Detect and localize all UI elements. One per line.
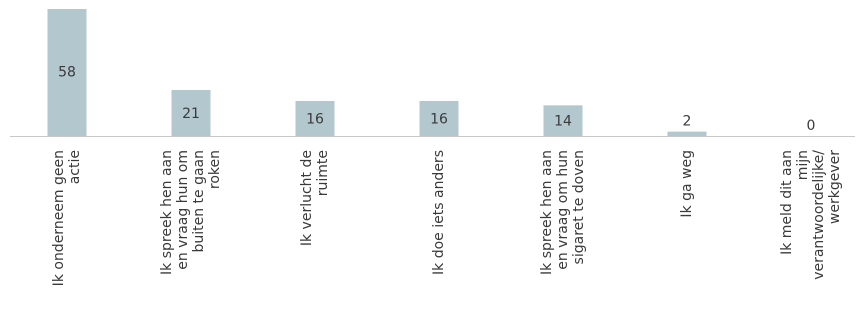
category-label-line: werkgever — [827, 150, 843, 224]
category-label-line: sigaret te doven — [571, 150, 587, 264]
category-label: Ik doe iets anders — [431, 150, 447, 275]
category-label: Ik ga weg — [679, 150, 695, 218]
data-label: 16 — [430, 111, 448, 127]
category-label-line: en vraag om hun — [555, 150, 571, 270]
bar — [543, 105, 583, 136]
category-label-line: Ik meld dit aan — [779, 150, 795, 255]
category-label-line: Ik spreek hen aan — [159, 150, 175, 275]
category-label-line: verantwoordelijke/ — [811, 150, 827, 280]
data-label: 0 — [807, 118, 816, 134]
category-label-line: ruimte — [315, 150, 331, 196]
data-label: 14 — [554, 114, 572, 130]
category-label-line: Ik onderneem geen — [51, 150, 67, 286]
bars-group — [47, 9, 707, 136]
category-label-line: Ik doe iets anders — [431, 150, 447, 275]
bar — [419, 100, 459, 136]
data-label: 58 — [58, 64, 76, 80]
category-labels-group: Ik onderneem geenactie Ik spreek hen aane… — [51, 150, 843, 287]
category-label: Ik onderneem geenactie — [51, 150, 83, 286]
category-label-line: Ik spreek hen aan — [539, 150, 555, 275]
bar — [667, 131, 707, 136]
category-label-line: buiten te gaan — [191, 150, 207, 253]
category-label: Ik verlucht deruimte — [299, 150, 331, 246]
data-label: 16 — [306, 111, 324, 127]
category-label-line: actie — [67, 150, 83, 184]
category-label: Ik spreek hen aanen vraag hun ombuiten t… — [159, 150, 223, 275]
category-label-line: roken — [207, 150, 223, 189]
data-label: 2 — [683, 114, 692, 130]
data-label: 21 — [182, 106, 200, 122]
category-label: Ik spreek hen aanen vraag om hunsigaret … — [539, 150, 587, 275]
category-label-line: Ik verlucht de — [299, 150, 315, 246]
category-label-line: en vraag hun om — [175, 150, 191, 270]
category-label-line: Ik ga weg — [679, 150, 695, 218]
value-labels-group: 58 21 16 16 14 2 0 — [58, 64, 815, 134]
bar — [47, 9, 87, 136]
bar — [295, 100, 335, 136]
bar — [171, 90, 211, 136]
category-label: Ik meld dit aanmijnverantwoordelijke/wer… — [779, 150, 843, 280]
category-label-line: mijn — [795, 150, 811, 180]
